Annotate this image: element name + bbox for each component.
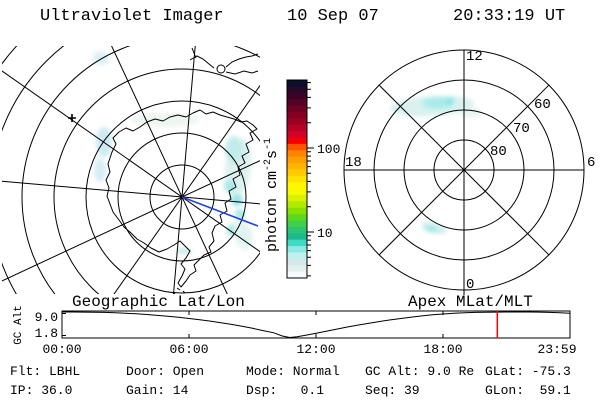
colorbar-band bbox=[287, 92, 307, 100]
mlt-label-0: 0 bbox=[466, 277, 474, 293]
mlt-label-6: 6 bbox=[587, 155, 595, 171]
mlt-spokes bbox=[344, 50, 584, 295]
xtick-0600: 06:00 bbox=[169, 342, 208, 357]
colorbar-band bbox=[287, 111, 307, 119]
colorbar-band bbox=[287, 124, 307, 132]
status-col-door: Door: Open Gain: 14 bbox=[126, 362, 204, 400]
aurora-emission-right bbox=[390, 95, 482, 234]
xtick-0000: 00:00 bbox=[42, 342, 81, 357]
gc-alt-frame bbox=[61, 310, 571, 339]
colorbar-minor-ticks bbox=[307, 82, 311, 277]
gc-alt-axis-ticks bbox=[62, 311, 444, 338]
colorbar-band bbox=[287, 207, 307, 215]
xtick-1800: 18:00 bbox=[423, 342, 462, 357]
colorbar-units-label: photon cm-2s-1 bbox=[263, 138, 281, 252]
colorbar-band bbox=[287, 131, 307, 138]
status-col-flt: Flt: LBHL IP: 36.0 bbox=[10, 362, 80, 400]
colorbar-tick-100: 100 bbox=[317, 142, 340, 157]
status-glat: GLat: -75.3 bbox=[485, 364, 571, 379]
gc-alt-xticks: 00:00 06:00 12:00 18:00 23:59 bbox=[42, 342, 576, 357]
status-dsp: Dsp: 0.1 bbox=[246, 383, 325, 398]
colorbar-band bbox=[287, 86, 307, 94]
mlt-label-18: 18 bbox=[345, 155, 362, 171]
status-col-gcalt: GC Alt: 9.0 Re Seq: 39 bbox=[365, 362, 474, 400]
position-cross-marker bbox=[68, 114, 76, 122]
xtick-1200: 12:00 bbox=[296, 342, 335, 357]
colorbar-band bbox=[287, 137, 307, 145]
page-title: Ultraviolet Imager bbox=[40, 7, 224, 26]
colorbar-band bbox=[287, 118, 307, 126]
coastline-fragment bbox=[189, 47, 259, 75]
colorbar-band bbox=[287, 239, 307, 247]
colorbar-tick-10: 10 bbox=[317, 226, 333, 241]
colorbar-band bbox=[287, 150, 307, 158]
colorbar-band bbox=[287, 182, 307, 189]
status-glon: GLon: 59.1 bbox=[485, 383, 571, 398]
colorbar-gradient bbox=[287, 80, 307, 279]
colorbar-band bbox=[287, 99, 307, 106]
colorbar-band bbox=[287, 163, 307, 170]
colorbar-band bbox=[287, 80, 307, 87]
colorbar-band bbox=[287, 169, 307, 177]
colorbar-band bbox=[287, 246, 307, 253]
geographic-panel bbox=[2, 46, 260, 294]
xtick-2359: 23:59 bbox=[537, 342, 576, 357]
right-panel-title: Apex MLat/MLT bbox=[408, 293, 533, 311]
colorbar-frame bbox=[286, 79, 308, 279]
colorbar-band bbox=[287, 233, 307, 241]
left-panel-title: Geographic Lat/Lon bbox=[72, 293, 245, 311]
colorbar-major-ticks bbox=[307, 147, 314, 233]
plots-canvas: 100 10 photon cm-2s-1 bbox=[2, 46, 595, 357]
colorbar-band bbox=[287, 265, 307, 273]
gc-alt-plot: Geographic Lat/Lon Apex MLat/MLT GC Alt … bbox=[13, 293, 577, 357]
gc-alt-ytick-top: 9.0 bbox=[35, 310, 58, 325]
colorbar-band bbox=[287, 201, 307, 209]
aurora-emission-left bbox=[93, 51, 253, 254]
status-seq: Seq: 39 bbox=[365, 383, 420, 398]
header-time: 20:33:19 UT bbox=[453, 7, 566, 26]
colorbar-band bbox=[287, 220, 307, 228]
status-door: Door: Open bbox=[126, 364, 205, 379]
gc-alt-ylabel: GC Alt bbox=[13, 305, 25, 345]
colorbar-band bbox=[287, 143, 307, 151]
status-gain: Gain: 14 bbox=[126, 383, 189, 398]
mlat-ring-label-60: 60 bbox=[534, 97, 551, 113]
colorbar: 100 10 photon cm-2s-1 bbox=[263, 79, 340, 279]
status-flt: Flt: LBHL bbox=[10, 364, 81, 379]
peninsula-islands bbox=[172, 287, 186, 294]
colorbar-band bbox=[287, 105, 307, 113]
colorbar-band bbox=[287, 226, 307, 234]
status-ip: IP: 36.0 bbox=[10, 383, 73, 398]
mlt-dial: 12 18 6 0 80 70 60 bbox=[343, 49, 595, 295]
latitude-circles bbox=[2, 46, 260, 294]
status-mode: Mode: Normal bbox=[246, 364, 340, 379]
mlat-ring-label-70: 70 bbox=[513, 121, 530, 137]
header-date: 10 Sep 07 bbox=[287, 7, 379, 26]
colorbar-band bbox=[287, 214, 307, 221]
mlt-label-12: 12 bbox=[466, 49, 483, 65]
colorbar-band bbox=[287, 271, 307, 279]
gc-alt-ytick-bottom: 1.8 bbox=[35, 326, 58, 341]
orbit-track-line bbox=[181, 196, 259, 227]
colorbar-band bbox=[287, 156, 307, 164]
colorbar-band bbox=[287, 258, 307, 266]
colorbar-band bbox=[287, 252, 307, 260]
mlat-ring-label-80: 80 bbox=[490, 144, 507, 160]
colorbar-band bbox=[287, 194, 307, 202]
status-col-mode: Mode: Normal Dsp: 0.1 bbox=[246, 362, 340, 400]
gc-alt-curve bbox=[62, 311, 570, 339]
colorbar-band bbox=[287, 175, 307, 183]
colorbar-band bbox=[287, 188, 307, 196]
status-col-glat: GLat: -75.3 GLon: 59.1 bbox=[485, 362, 571, 400]
status-bar: Flt: LBHL IP: 36.0 Door: Open Gain: 14 Mod… bbox=[0, 362, 600, 400]
status-gcalt: GC Alt: 9.0 Re bbox=[365, 364, 475, 379]
antarctica-coastline bbox=[105, 109, 258, 288]
